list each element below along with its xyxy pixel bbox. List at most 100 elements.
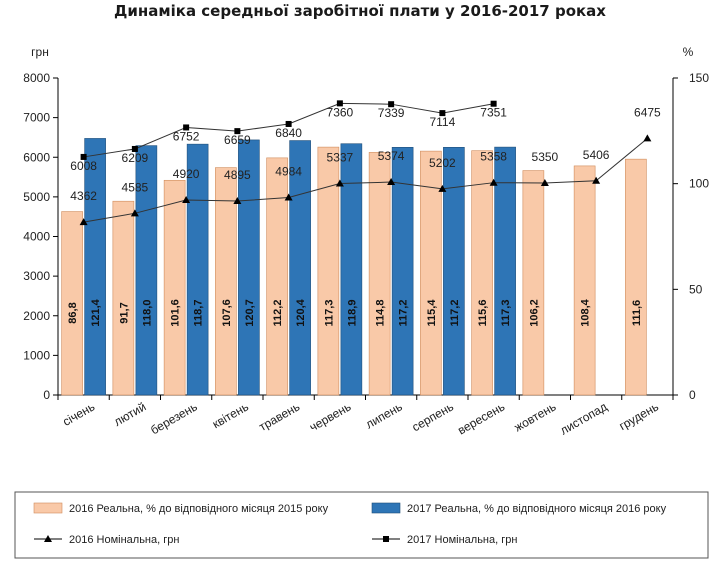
legend-item-2016-nominal-label: 2016 Номінальна, грн — [69, 534, 179, 546]
bar-2016 — [368, 152, 391, 396]
chart-legend: 2016 Реальна, % до відповідного місяця 2… — [14, 491, 709, 559]
line-2016-nominal-point — [335, 179, 344, 187]
bar-2016 — [522, 170, 545, 396]
line-2017-nominal-point — [490, 100, 497, 107]
bar-2017 — [238, 139, 260, 396]
line-2016-nominal-label: 5337 — [327, 151, 354, 165]
left-tick-label: 1000 — [23, 348, 50, 362]
bar-2016-label: 91,7 — [118, 302, 130, 323]
line-2016-nominal-label: 5358 — [480, 150, 507, 164]
line-2016-nominal-label: 5406 — [583, 148, 610, 162]
line-2017-nominal-label: 6752 — [173, 129, 200, 143]
chart-bars — [61, 138, 647, 396]
line-2017-nominal-label: 6209 — [122, 151, 149, 165]
right-axis-unit: % — [683, 45, 694, 59]
right-tick-label: 50 — [689, 282, 703, 296]
legend-item-2016-real-swatch — [33, 502, 63, 514]
line-2016-nominal-point — [643, 134, 652, 142]
legend-item-2016-real-label: 2016 Реальна, % до відповідного місяця 2… — [69, 503, 329, 515]
line-2017-nominal-label: 6008 — [70, 159, 97, 173]
bar-2016 — [317, 146, 340, 396]
x-category-label: березень — [148, 399, 200, 437]
right-tick-label: 0 — [689, 388, 696, 402]
line-2016-nominal-point — [130, 209, 139, 217]
bar-2017-label: 117,2 — [398, 300, 410, 327]
legend-item-2017-real-label: 2017 Реальна, % до відповідного місяця 2… — [407, 503, 667, 515]
line-2017-nominal-point — [234, 128, 241, 135]
x-category-label: квітень — [210, 399, 251, 431]
bar-2016-label: 112,2 — [272, 300, 284, 327]
line-2016-nominal-point — [387, 178, 396, 186]
x-category-label: серпень — [410, 399, 456, 434]
bar-2016-label: 117,3 — [323, 300, 335, 327]
chart-lines — [79, 100, 652, 226]
legend-item-2017-nominal-swatch-marker — [383, 536, 389, 542]
line-2017-nominal-point — [131, 145, 138, 152]
x-category-label: травень — [256, 399, 302, 433]
bar-2016-label: 114,8 — [375, 300, 387, 327]
line-2017-nominal-label: 6659 — [224, 133, 251, 147]
bar-2016-label: 115,6 — [477, 300, 489, 327]
legend-item-2017-real-swatch — [371, 502, 401, 514]
bar-2017 — [391, 147, 414, 396]
line-2017-nominal-label: 6840 — [275, 126, 302, 140]
bar-2017-label: 118,7 — [193, 300, 205, 327]
line-2016-nominal-point — [592, 176, 601, 184]
legend-item-2016-nominal-swatch-marker — [44, 535, 52, 542]
line-2016-nominal-point — [489, 178, 498, 186]
line-2017-nominal-point — [388, 101, 395, 108]
bar-2017-label: 120,4 — [295, 298, 307, 326]
left-tick-label: 5000 — [23, 190, 50, 204]
bar-2016 — [266, 157, 288, 396]
left-tick-label: 4000 — [23, 230, 50, 244]
line-2016-nominal-point — [540, 179, 549, 187]
line-2017-nominal-label: 7114 — [429, 115, 455, 129]
bar-2017-label: 121,4 — [90, 298, 102, 326]
line-2016-nominal-label: 4895 — [224, 168, 251, 182]
legend-box — [14, 491, 709, 559]
x-category-label: грудень — [617, 399, 661, 433]
chart-line-labels: 4362 4585 4920 4895 4984 5337 5374 5202 5358 5350… — [70, 105, 661, 203]
bar-2016-label: 111,6 — [631, 300, 643, 326]
line-2016-nominal — [83, 138, 648, 223]
bar-2016-label: 107,6 — [221, 299, 233, 327]
legend-item-2017-nominal-label: 2017 Номінальна, грн — [407, 534, 517, 546]
chart-bar-labels: 86,8 121,4 91,7 118,0 101,6 118,7 107,6 120,7 11… — [67, 298, 643, 326]
x-category-label: листопад — [558, 399, 610, 437]
bar-2016 — [573, 165, 596, 396]
left-tick-label: 6000 — [23, 150, 50, 164]
line-2016-nominal-point — [182, 196, 191, 204]
bar-2016 — [471, 150, 493, 396]
bar-2016-label: 101,6 — [170, 299, 182, 327]
left-tick-label: 2000 — [23, 309, 50, 323]
bar-2017 — [494, 146, 516, 396]
left-tick-label: 7000 — [23, 111, 50, 125]
line-2016-nominal-label: 5202 — [429, 156, 456, 170]
bar-2017 — [443, 147, 465, 396]
line-2016-nominal-label: 5374 — [378, 149, 405, 163]
line-2017-nominal-label: 7360 — [327, 105, 354, 119]
bar-2017 — [289, 140, 311, 396]
bar-2017-label: 120,7 — [244, 299, 256, 327]
x-category-label: жовтень — [512, 399, 559, 434]
bar-2016 — [625, 158, 647, 396]
line-2017-nominal-label: 7351 — [480, 106, 507, 120]
line-2017-nominal-point — [285, 120, 292, 127]
bar-2016 — [163, 179, 186, 396]
line-2016-nominal-label: 4984 — [275, 165, 302, 179]
bar-2016 — [420, 150, 442, 396]
line-2016-nominal-label: 4920 — [173, 167, 200, 181]
x-category-label: січень — [60, 399, 97, 428]
bar-2016-label: 115,4 — [426, 299, 438, 327]
line-2017-nominal-label: 7339 — [378, 106, 405, 120]
line-2017-nominal-point — [183, 124, 190, 131]
line-2017-nominal-point — [336, 100, 343, 107]
left-tick-label: 3000 — [23, 269, 50, 283]
x-category-label: вересень — [455, 399, 507, 437]
bar-2016 — [112, 200, 135, 396]
line-2017-nominal-point — [80, 153, 87, 160]
bar-2016-label: 86,8 — [67, 302, 79, 323]
right-tick-label: 100 — [689, 177, 709, 191]
left-tick-label: 0 — [43, 388, 50, 402]
